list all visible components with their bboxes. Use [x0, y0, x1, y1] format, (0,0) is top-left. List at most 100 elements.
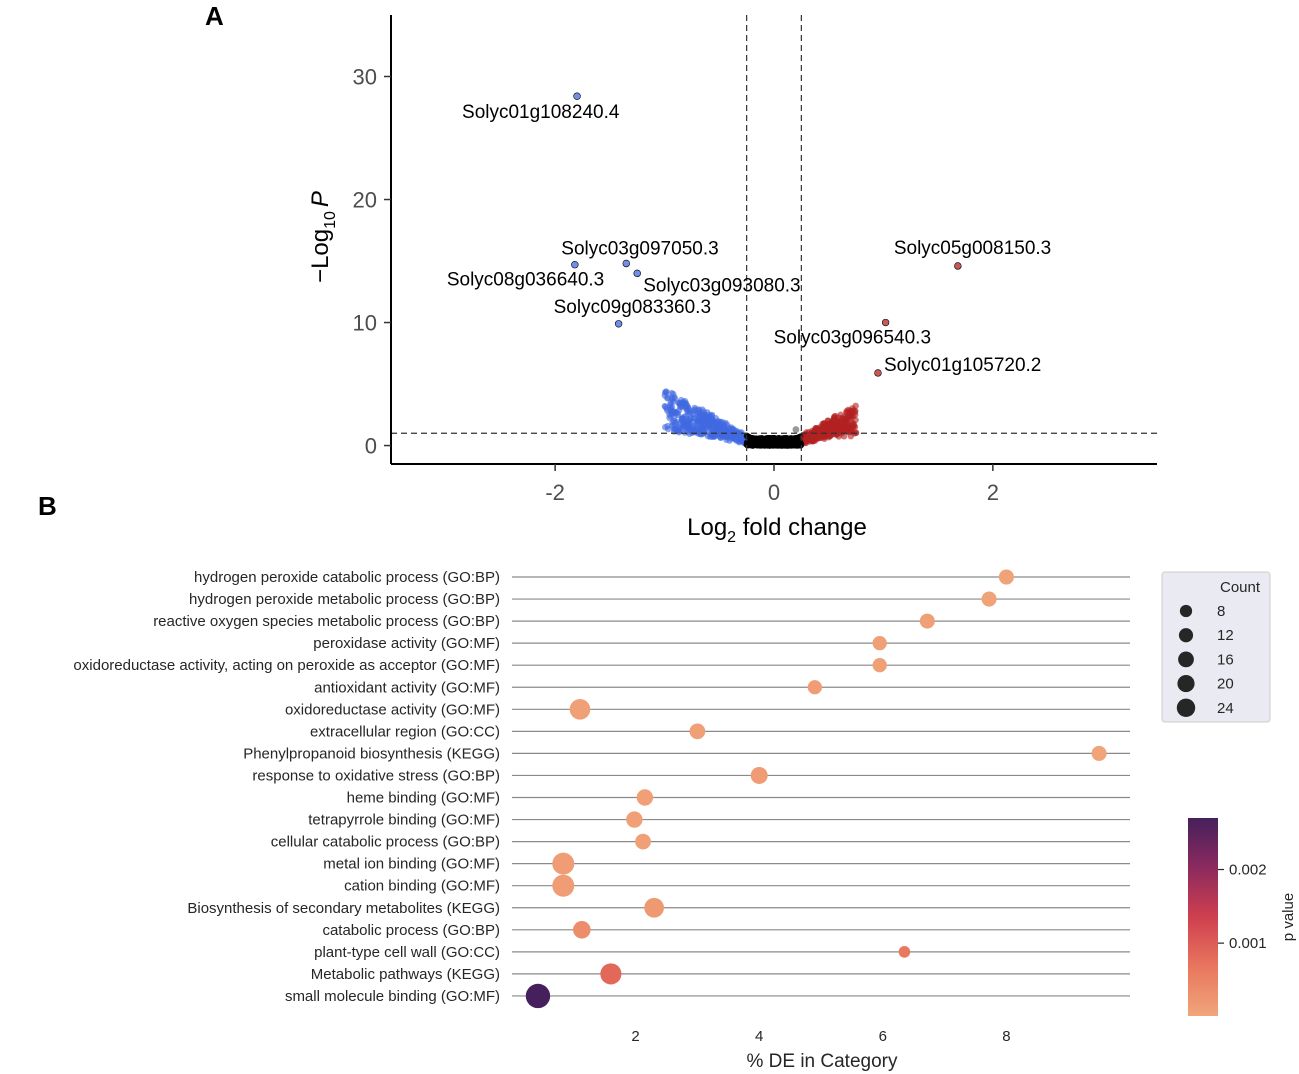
volcano-point — [691, 404, 698, 412]
category-dot — [626, 811, 643, 828]
pvalue-tick-label: 0.001 — [1229, 935, 1267, 952]
volcano-point — [683, 402, 691, 409]
category-dot — [689, 723, 706, 740]
labeled-gene-point — [954, 262, 962, 270]
volcano-point — [848, 426, 855, 433]
category-row: response to oxidative stress (GO:BP) — [252, 766, 1130, 784]
dotplot-x-axis-title: % DE in Category — [746, 1051, 898, 1072]
category-row: reactive oxygen species metabolic proces… — [153, 613, 1130, 630]
category-row: Phenylpropanoid biosynthesis (KEGG) — [243, 745, 1130, 762]
volcano-point — [661, 402, 668, 410]
gene-label: Solyc01g108240.4 — [462, 102, 620, 123]
volcano-point — [669, 422, 676, 429]
category-row: metal ion binding (GO:MF) — [323, 852, 1130, 875]
category-row: cation binding (GO:MF) — [344, 874, 1130, 897]
volcano-point — [792, 426, 800, 433]
volcano-x-ticks: -2 0 2 — [545, 464, 999, 505]
pvalue-colorbar — [1188, 818, 1218, 1016]
category-dot — [552, 874, 575, 897]
labeled-gene-point — [622, 259, 630, 268]
category-dot — [569, 698, 591, 720]
category-label: Biosynthesis of secondary metabolites (K… — [187, 900, 500, 917]
category-label: small molecule binding (GO:MF) — [285, 988, 500, 1005]
pvalue-tick-label: 0.002 — [1229, 862, 1267, 879]
pvalue-legend-title: p value — [1280, 893, 1297, 941]
count-legend-dot — [1178, 651, 1194, 668]
volcano-point — [782, 441, 790, 448]
volcano-point — [686, 426, 694, 434]
category-label: response to oxidative stress (GO:BP) — [252, 767, 500, 784]
category-dot — [898, 946, 911, 958]
category-label: oxidoreductase activity (GO:MF) — [285, 701, 500, 718]
volcano-point — [676, 399, 683, 407]
category-row: antioxidant activity (GO:MF) — [314, 679, 1130, 696]
category-label: peroxidase activity (GO:MF) — [313, 635, 500, 652]
enrichment-dot-plot: hydrogen peroxide catabolic process (GO:… — [73, 569, 1297, 1072]
category-label: catabolic process (GO:BP) — [322, 922, 500, 939]
category-dot — [750, 766, 768, 784]
volcano-y-tick-label: 0 — [365, 434, 377, 459]
volcano-point — [840, 426, 847, 433]
labeled-gene-points — [571, 92, 962, 377]
category-label: Phenylpropanoid biosynthesis (KEGG) — [243, 745, 500, 762]
volcano-point — [675, 424, 683, 432]
volcano-point — [753, 439, 760, 447]
category-dot — [919, 613, 935, 629]
category-row: plant-type cell wall (GO:CC) — [314, 944, 1130, 961]
cutoff-lines — [391, 15, 1157, 464]
category-dot — [552, 852, 575, 875]
volcano-x-tick-label: -2 — [545, 480, 565, 505]
volcano-point — [837, 411, 844, 418]
volcano-point — [667, 412, 675, 420]
count-legend-dot — [1179, 604, 1193, 618]
volcano-point — [827, 424, 835, 432]
category-row: oxidoreductase activity (GO:MF) — [285, 698, 1130, 720]
category-label: reactive oxygen species metabolic proces… — [153, 613, 500, 630]
volcano-y-tick-label: 20 — [353, 188, 377, 213]
volcano-point — [766, 439, 774, 446]
count-legend-dot — [1177, 675, 1195, 693]
category-label: hydrogen peroxide catabolic process (GO:… — [194, 569, 500, 586]
category-row: hydrogen peroxide metabolic process (GO:… — [189, 591, 1130, 608]
volcano-point — [711, 422, 719, 429]
count-legend-dot — [1176, 698, 1196, 718]
category-row: catabolic process (GO:BP) — [322, 920, 1130, 939]
category-row: tetrapyrrole binding (GO:MF) — [308, 811, 1130, 829]
category-label: antioxidant activity (GO:MF) — [314, 679, 500, 696]
volcano-point — [723, 436, 730, 443]
volcano-point — [686, 410, 693, 418]
pvalue-colorbar-ticks: 0.002 0.001 — [1218, 862, 1267, 952]
volcano-point-cloud — [661, 388, 860, 449]
category-label: oxidoreductase activity, acting on perox… — [73, 657, 500, 674]
volcano-point — [662, 424, 669, 431]
labeled-gene-point — [571, 261, 579, 269]
count-legend-label: 12 — [1217, 627, 1234, 644]
volcano-point — [849, 420, 856, 427]
category-dot — [644, 897, 664, 918]
category-row: extracellular region (GO:CC) — [310, 723, 1130, 740]
category-dot — [872, 658, 887, 673]
volcano-point — [671, 395, 678, 402]
category-dot — [807, 680, 822, 695]
category-label: heme binding (GO:MF) — [347, 790, 500, 807]
category-label: tetrapyrrole binding (GO:MF) — [308, 812, 500, 829]
category-dot — [636, 789, 654, 806]
pvalue-legend: 0.002 0.001 p value — [1188, 818, 1297, 1016]
volcano-plot: Solyc01g108240.4 Solyc03g097050.3 Solyc08g… — [307, 15, 1157, 546]
category-row: hydrogen peroxide catabolic process (GO:… — [194, 569, 1130, 586]
count-legend-label: 24 — [1217, 700, 1234, 717]
category-rows: hydrogen peroxide catabolic process (GO:… — [73, 569, 1130, 1009]
volcano-y-ticks: 0 10 20 30 — [353, 65, 391, 459]
labeled-gene-point — [874, 369, 882, 377]
dotplot-x-tick-label: 8 — [1002, 1028, 1010, 1045]
category-label: hydrogen peroxide metabolic process (GO:… — [189, 591, 500, 608]
volcano-point — [843, 407, 850, 415]
labeled-gene-point — [633, 269, 641, 278]
count-legend: Count 8 12 16 20 24 — [1161, 571, 1271, 723]
gene-label: Solyc08g036640.3 — [447, 270, 604, 291]
volcano-point — [813, 434, 821, 441]
volcano-point — [844, 414, 852, 421]
category-row: cellular catabolic process (GO:BP) — [271, 834, 1130, 851]
volcano-point — [697, 427, 704, 435]
